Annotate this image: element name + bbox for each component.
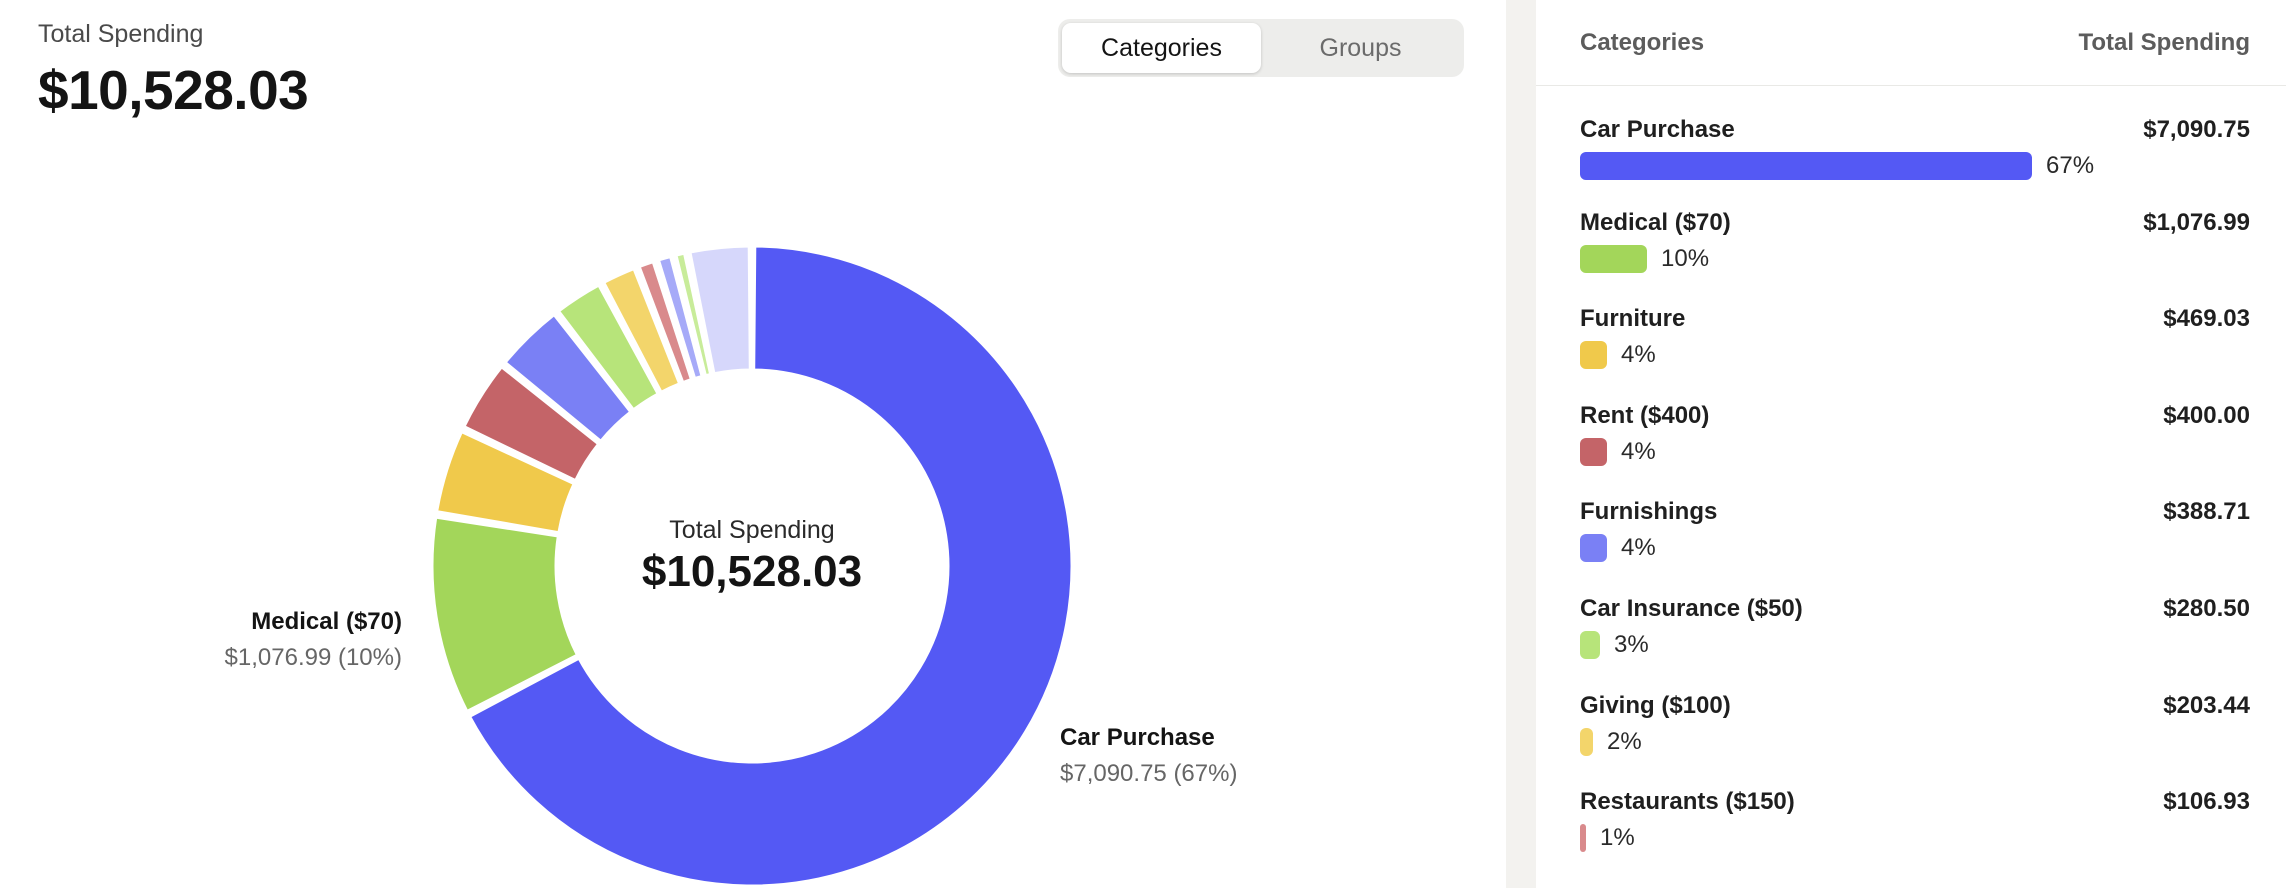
- donut-center-label: Total Spending: [669, 516, 834, 544]
- category-name: Furniture: [1580, 305, 1686, 333]
- category-name: Rent ($400): [1580, 401, 1710, 429]
- spending-donut-chart: Total Spending $10,528.03: [430, 244, 1074, 888]
- category-amount: $400.00: [2163, 401, 2250, 429]
- category-row[interactable]: Medical ($70) $1,076.99 10%: [1580, 183, 2250, 280]
- category-percent: 4%: [1621, 534, 1656, 562]
- category-bar: [1580, 437, 1607, 466]
- donut-center-value: $10,528.03: [642, 547, 862, 596]
- donut-slice[interactable]: [462, 365, 601, 483]
- category-name: Car Insurance ($50): [1580, 594, 1803, 622]
- category-bar: [1580, 727, 1593, 756]
- donut-slice[interactable]: [435, 430, 576, 535]
- category-amount: $7,090.75: [2143, 116, 2250, 143]
- category-percent: 1%: [1600, 824, 1635, 852]
- total-spending-value: $10,528.03: [38, 59, 309, 121]
- category-row[interactable]: Car Insurance ($50) $280.50 3%: [1580, 569, 2250, 666]
- category-amount: $106.93: [2163, 788, 2250, 816]
- category-bar: [1580, 824, 1586, 853]
- donut-slice[interactable]: [468, 244, 1074, 888]
- category-name: Restaurants ($150): [1580, 788, 1795, 816]
- category-list-header: Categories Total Spending: [1536, 0, 2286, 86]
- callout-medical-value: $1,076.99 (10%): [224, 644, 402, 671]
- category-row[interactable]: Furniture $469.03 4%: [1580, 279, 2250, 376]
- donut-slice[interactable]: [430, 515, 579, 713]
- callout-medical-name: Medical ($70): [251, 608, 402, 635]
- category-amount: $280.50: [2163, 594, 2250, 622]
- callout-car-purchase-value: $7,090.75 (67%): [1060, 760, 1238, 787]
- category-bar: [1580, 152, 2032, 180]
- category-amount: $1,076.99: [2143, 208, 2250, 236]
- category-name: Furnishings: [1580, 498, 1718, 526]
- category-row[interactable]: Giving ($100) $203.44 2%: [1580, 666, 2250, 763]
- category-name: Car Purchase: [1580, 116, 1735, 143]
- callout-car-purchase-name: Car Purchase: [1060, 724, 1215, 751]
- donut-slice[interactable]: [674, 251, 713, 378]
- category-list: Car Purchase $7,090.75 67% Medical ($70) $1,…: [1536, 86, 2286, 859]
- category-row[interactable]: Rent ($400) $400.00 4%: [1580, 376, 2250, 473]
- donut-slice[interactable]: [656, 255, 704, 381]
- callout-car-purchase: Car Purchase $7,090.75 (67%): [1060, 724, 1237, 788]
- tab-groups[interactable]: Groups: [1319, 33, 1402, 62]
- category-percent: 4%: [1621, 341, 1656, 369]
- panel-divider: [1506, 0, 1536, 888]
- category-bar: [1580, 341, 1607, 370]
- category-row[interactable]: Restaurants ($150) $106.93 1%: [1580, 762, 2250, 859]
- category-list-panel: Categories Total Spending Car Purchase $7…: [1536, 0, 2286, 888]
- category-bar: [1580, 534, 1607, 563]
- donut-slice[interactable]: [557, 283, 660, 412]
- category-percent: 3%: [1614, 630, 1649, 658]
- header-total-spending: Total Spending: [2078, 28, 2250, 56]
- callout-medical: Medical ($70) $1,076.99 (10%): [225, 608, 402, 672]
- category-percent: 2%: [1607, 727, 1642, 755]
- category-bar: [1580, 244, 1647, 273]
- tab-categories[interactable]: Categories: [1062, 23, 1261, 73]
- header-categories: Categories: [1580, 28, 1705, 56]
- category-percent: 4%: [1621, 437, 1656, 465]
- category-amount: $203.44: [2163, 691, 2250, 719]
- category-percent: 10%: [1661, 244, 1710, 272]
- view-toggle: Categories Groups: [1058, 19, 1464, 77]
- category-percent: 67%: [2046, 152, 2095, 179]
- donut-slice[interactable]: [503, 313, 633, 443]
- donut-slice[interactable]: [637, 260, 693, 385]
- category-row[interactable]: Car Purchase $7,090.75 67%: [1580, 86, 2250, 183]
- category-bar: [1580, 630, 1600, 659]
- category-name: Medical ($70): [1580, 208, 1731, 236]
- spending-panel: Total Spending $10,528.03 Categories Gro…: [38, 19, 1464, 888]
- category-row[interactable]: Furnishings $388.71 4%: [1580, 472, 2250, 569]
- total-spending-label: Total Spending: [38, 20, 204, 48]
- category-amount: $469.03: [2163, 305, 2250, 333]
- category-amount: $388.71: [2163, 498, 2250, 526]
- category-name: Giving ($100): [1580, 691, 1731, 719]
- donut-slice[interactable]: [688, 244, 752, 376]
- donut-slice[interactable]: [602, 267, 682, 394]
